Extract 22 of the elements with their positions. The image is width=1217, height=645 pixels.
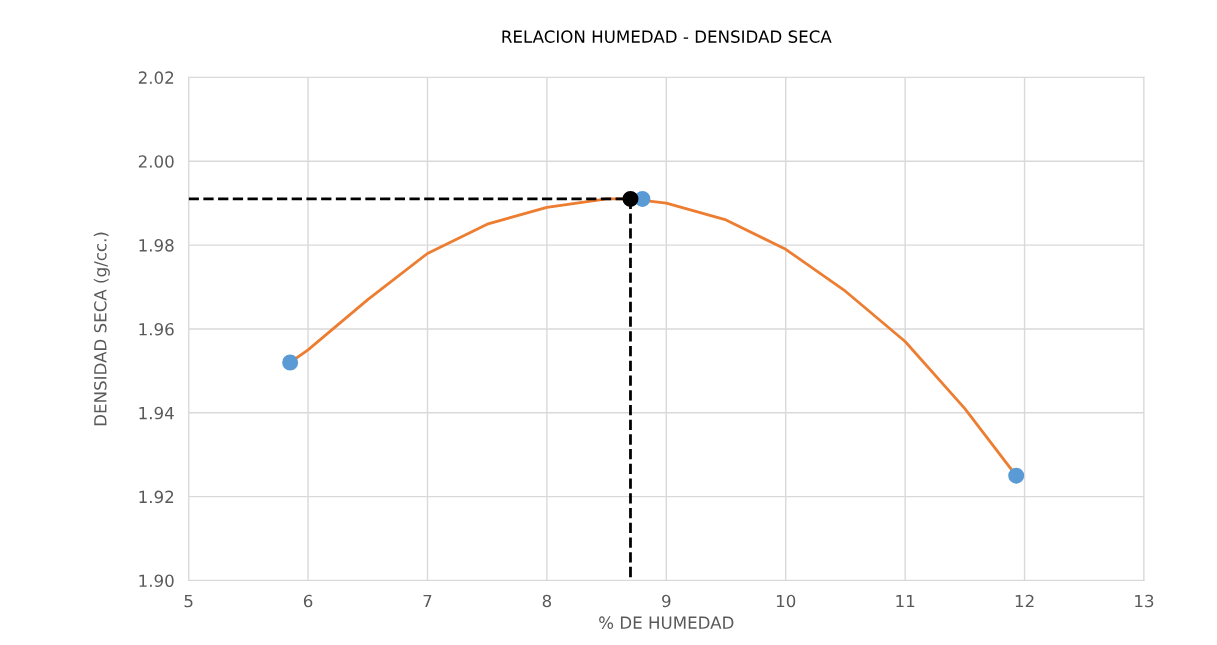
x-tick-label: 11 — [896, 594, 915, 608]
x-tick-label: 6 — [303, 594, 313, 608]
y-tick-label: 1.96 — [139, 322, 174, 336]
x-axis-title: % DE HUMEDAD — [599, 616, 734, 629]
y-tick-label: 1.94 — [139, 406, 174, 420]
x-tick-label: 7 — [423, 594, 432, 608]
x-tick-label: 12 — [1015, 594, 1034, 608]
x-tick-label: 13 — [1135, 594, 1154, 608]
y-axis-title: DENSIDAD SECA (g/cc.) — [93, 232, 110, 426]
x-tick-label: 9 — [662, 594, 671, 608]
chart-title: RELACION HUMEDAD - DENSIDAD SECA — [502, 30, 832, 43]
y-tick-label: 1.90 — [139, 574, 174, 588]
y-tick-label: 1.92 — [139, 490, 174, 504]
x-tick-label: 10 — [776, 594, 796, 608]
point — [622, 191, 639, 207]
y-tick-label: 1.98 — [139, 239, 174, 252]
point — [1008, 467, 1025, 484]
y-tick-label: 2.00 — [138, 155, 174, 168]
point — [282, 354, 299, 371]
y-tick-label: 2.02 — [138, 71, 174, 84]
x-tick-label: 5 — [184, 594, 193, 608]
x-tick-label: 8 — [542, 594, 552, 608]
